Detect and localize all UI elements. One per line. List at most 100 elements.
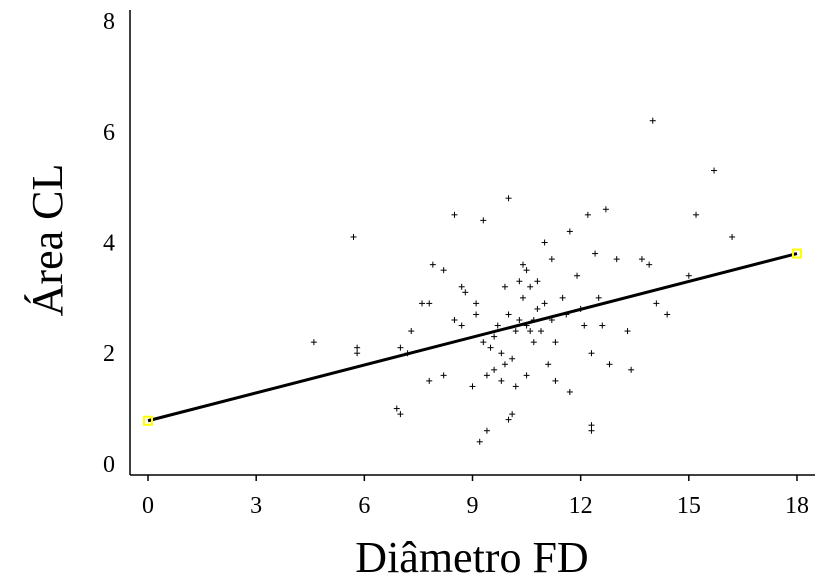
data-point — [628, 366, 635, 373]
data-point — [509, 355, 516, 362]
y-tick-labels: 0 2 4 6 8 — [103, 9, 115, 478]
data-point — [541, 239, 548, 246]
data-point — [646, 261, 653, 268]
data-point — [552, 339, 559, 346]
data-point — [574, 272, 581, 279]
data-point — [664, 311, 671, 318]
data-point — [711, 167, 718, 174]
data-point — [505, 311, 512, 318]
data-point — [552, 377, 559, 384]
data-point — [527, 328, 534, 335]
data-point — [548, 256, 555, 263]
data-point — [566, 228, 573, 235]
data-point — [491, 333, 498, 340]
x-tick-label: 6 — [358, 493, 370, 519]
data-point — [419, 300, 426, 307]
data-point — [440, 372, 447, 379]
data-point — [458, 322, 465, 329]
data-point — [469, 383, 476, 390]
data-point — [498, 350, 505, 357]
data-point — [523, 372, 530, 379]
x-tick-label: 0 — [142, 493, 154, 519]
data-point — [729, 233, 736, 240]
data-point — [606, 361, 613, 368]
data-point — [429, 261, 436, 268]
data-point — [588, 422, 595, 429]
data-point — [534, 278, 541, 285]
data-point — [354, 350, 361, 357]
y-tick-label: 6 — [103, 120, 115, 146]
data-point — [480, 339, 487, 346]
data-point — [541, 300, 548, 307]
data-point — [473, 311, 480, 318]
x-tick-label: 18 — [785, 493, 809, 519]
x-tick-labels: 0 3 6 9 12 15 18 — [142, 475, 809, 519]
data-point — [501, 361, 508, 368]
data-point — [602, 206, 609, 213]
data-point — [599, 322, 606, 329]
regression-endpoint-marker — [791, 248, 802, 259]
data-point — [350, 233, 357, 240]
data-point — [523, 267, 530, 274]
data-point — [483, 427, 490, 434]
y-tick-label: 2 — [103, 341, 115, 367]
data-point — [501, 283, 508, 290]
data-point — [310, 339, 317, 346]
data-point — [653, 300, 660, 307]
data-point — [649, 117, 656, 124]
data-point — [512, 328, 519, 335]
data-point — [505, 195, 512, 202]
data-point — [638, 256, 645, 263]
data-point — [494, 322, 501, 329]
data-point — [693, 211, 700, 218]
data-point — [581, 322, 588, 329]
data-point — [476, 438, 483, 445]
data-point — [451, 317, 458, 323]
data-point — [483, 372, 490, 379]
data-point — [451, 211, 458, 218]
data-point — [588, 350, 595, 357]
data-point — [440, 267, 447, 274]
x-tick-label: 3 — [250, 493, 262, 519]
data-point — [505, 416, 512, 423]
data-point — [397, 344, 404, 351]
data-point — [592, 250, 599, 257]
regression-endpoint-marker — [143, 415, 154, 426]
data-point — [426, 300, 433, 307]
data-point — [566, 388, 573, 395]
y-tick-label: 8 — [103, 9, 115, 35]
x-axis-title: Diâmetro FD — [355, 533, 588, 581]
data-point — [624, 328, 631, 335]
data-point — [480, 217, 487, 224]
data-point — [458, 283, 465, 290]
y-axis-title: Área CL — [23, 164, 72, 317]
data-point — [516, 317, 523, 323]
data-point — [534, 305, 541, 312]
data-point — [498, 377, 505, 384]
data-point — [545, 361, 552, 368]
data-point — [527, 283, 534, 290]
data-point — [685, 272, 692, 279]
data-point — [519, 294, 526, 301]
data-point — [487, 344, 494, 351]
data-point — [588, 427, 595, 434]
regression-line — [147, 252, 798, 423]
data-point — [462, 289, 469, 296]
data-point — [584, 211, 591, 218]
data-point — [538, 328, 544, 335]
data-point — [516, 278, 523, 285]
data-point — [530, 339, 537, 346]
data-point — [426, 377, 433, 384]
data-point — [473, 300, 480, 307]
data-point — [397, 411, 404, 418]
y-tick-label: 0 — [103, 452, 115, 478]
data-point — [509, 411, 516, 418]
x-tick-label: 15 — [677, 493, 701, 519]
data-point — [393, 405, 400, 412]
data-point — [595, 294, 602, 301]
data-point — [613, 256, 620, 263]
data-point — [512, 383, 519, 390]
plot-area — [143, 117, 802, 445]
data-point — [408, 328, 415, 335]
